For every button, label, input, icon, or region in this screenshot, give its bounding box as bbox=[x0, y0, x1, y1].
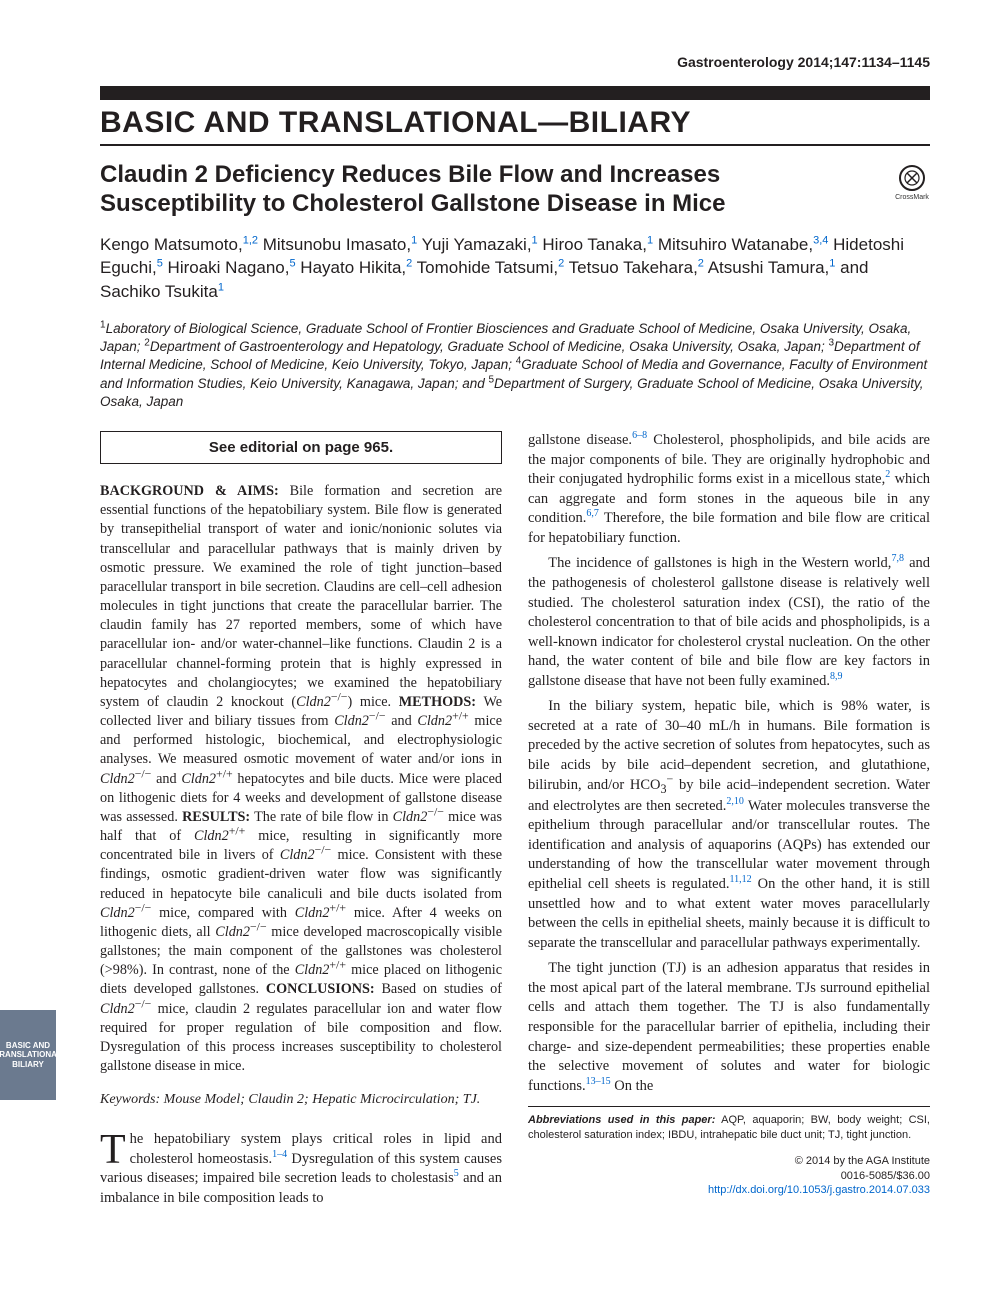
section-side-tab: BASIC AND TRANSLATIONAL BILIARY bbox=[0, 1010, 56, 1100]
intro-paragraph-1: The hepatobiliary system plays critical … bbox=[100, 1130, 502, 1208]
footnote-rule bbox=[528, 1106, 930, 1107]
article-title: Claudin 2 Deficiency Reduces Bile Flow a… bbox=[100, 160, 878, 219]
crossmark-icon bbox=[898, 164, 926, 192]
right-column: gallstone disease.6–8 Cholesterol, phosp… bbox=[528, 431, 930, 1215]
section-rule-top bbox=[100, 86, 930, 100]
abstract: BACKGROUND & AIMS: Bile formation and se… bbox=[100, 482, 502, 1076]
author-list: Kengo Matsumoto,1,2 Mitsunobu Imasato,1 … bbox=[100, 233, 930, 304]
section-title: BASIC AND TRANSLATIONAL—BILIARY bbox=[100, 106, 930, 140]
editorial-note-box: See editorial on page 965. bbox=[100, 431, 502, 464]
crossmark-label: CrossMark bbox=[895, 194, 929, 201]
abbreviations: Abbreviations used in this paper: AQP, a… bbox=[528, 1113, 930, 1142]
copyright-line-2: 0016-5085/$36.00 bbox=[528, 1169, 930, 1184]
copyright-line-1: © 2014 by the AGA Institute bbox=[528, 1154, 930, 1169]
body-paragraph-1: gallstone disease.6–8 Cholesterol, phosp… bbox=[528, 431, 930, 548]
doi-link[interactable]: http://dx.doi.org/10.1053/j.gastro.2014.… bbox=[528, 1183, 930, 1198]
section-rule-bottom bbox=[100, 144, 930, 146]
running-head: Gastroenterology 2014;147:1134–1145 bbox=[100, 54, 930, 70]
body-paragraph-2: The incidence of gallstones is high in t… bbox=[528, 554, 930, 691]
copyright-block: © 2014 by the AGA Institute 0016-5085/$3… bbox=[528, 1154, 930, 1199]
body-paragraph-4: The tight junction (TJ) is an adhesion a… bbox=[528, 959, 930, 1096]
crossmark-badge[interactable]: CrossMark bbox=[894, 164, 930, 201]
keywords: Keywords: Mouse Model; Claudin 2; Hepati… bbox=[100, 1092, 502, 1108]
left-column: See editorial on page 965. BACKGROUND & … bbox=[100, 431, 502, 1215]
body-paragraph-3: In the biliary system, hepatic bile, whi… bbox=[528, 697, 930, 953]
affiliations: 1Laboratory of Biological Science, Gradu… bbox=[100, 320, 930, 411]
